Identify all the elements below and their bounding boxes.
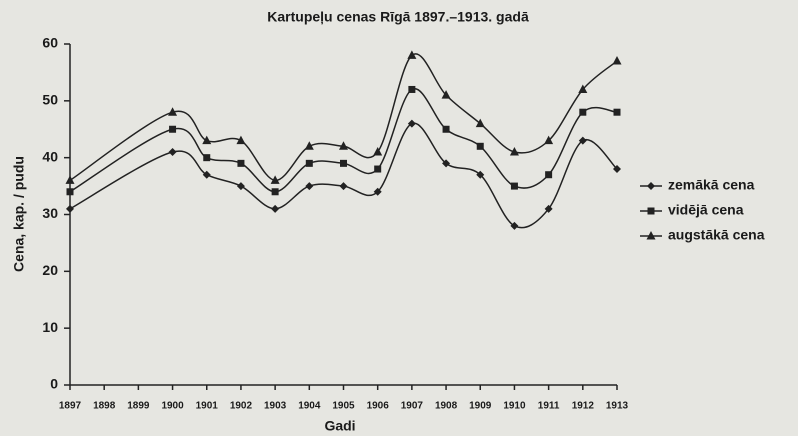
x-tick-label: 1901 [196, 401, 219, 412]
data-point [66, 188, 74, 196]
x-tick-label: 1906 [367, 401, 390, 412]
x-axis-label: Gadi [324, 418, 355, 434]
data-point [578, 84, 588, 93]
x-tick-label: 1913 [606, 401, 629, 412]
data-point [578, 136, 587, 145]
y-tick-label: 30 [42, 205, 58, 221]
data-point [510, 221, 519, 230]
data-point [304, 141, 314, 150]
x-tick-label: 1902 [230, 401, 253, 412]
data-point [407, 119, 416, 128]
data-point [270, 175, 280, 184]
data-point [237, 159, 245, 167]
data-point [509, 146, 519, 156]
data-point [339, 141, 348, 150]
data-point [202, 170, 211, 179]
data-point [613, 108, 621, 116]
x-tick-label: 1909 [469, 401, 492, 412]
x-tick-label: 1903 [264, 401, 287, 412]
data-point [373, 187, 382, 196]
x-tick-label: 1898 [93, 401, 116, 412]
data-point [203, 154, 211, 162]
data-point [544, 204, 553, 213]
x-tick-label: 1907 [401, 401, 424, 412]
y-axis-label: Cena, kap. / pudu [11, 156, 27, 272]
x-tick-label: 1900 [161, 401, 184, 412]
x-tick-label: 1897 [59, 401, 82, 412]
x-tick-label: 1899 [127, 401, 150, 412]
legend-marker [647, 182, 655, 190]
data-point [271, 188, 279, 196]
data-point [579, 108, 587, 116]
y-tick-label: 50 [42, 92, 58, 108]
data-point [510, 182, 518, 190]
legend-marker [646, 231, 656, 240]
data-point [236, 135, 246, 145]
x-tick-label: 1910 [503, 401, 526, 412]
y-tick-label: 40 [42, 148, 58, 164]
data-point [305, 182, 314, 191]
data-point [340, 159, 347, 167]
data-point [442, 125, 450, 133]
data-point [66, 204, 74, 213]
data-point [168, 107, 178, 116]
x-tick-label: 1911 [538, 401, 560, 412]
legend-label: vidējā cena [668, 202, 744, 218]
data-point [544, 135, 554, 145]
data-point [339, 182, 348, 191]
x-tick-label: 1904 [298, 401, 321, 412]
y-tick-label: 60 [42, 35, 58, 51]
data-point [476, 142, 484, 150]
chart-title: Kartupeļu cenas Rīgā 1897.–1913. gadā [267, 9, 529, 25]
data-point [613, 165, 621, 174]
data-point [441, 90, 451, 99]
x-tick-label: 1908 [435, 401, 458, 412]
data-point [612, 56, 622, 65]
x-tick-label: 1905 [332, 401, 355, 412]
data-point [407, 50, 417, 59]
legend-marker [647, 207, 655, 215]
data-point [476, 170, 485, 179]
x-tick-label: 1912 [572, 401, 595, 412]
legend-label: augstākā cena [668, 227, 765, 243]
data-point [305, 159, 313, 167]
legend-label: zemākā cena [668, 177, 755, 193]
y-tick-label: 0 [50, 376, 58, 392]
data-point [545, 171, 553, 179]
data-point [236, 182, 245, 191]
data-point [475, 118, 485, 128]
data-point [271, 204, 280, 213]
data-point [374, 165, 382, 173]
y-tick-label: 10 [42, 319, 58, 335]
data-point [65, 175, 75, 184]
y-tick-label: 20 [42, 262, 58, 278]
data-point [408, 85, 416, 93]
data-point [202, 135, 212, 145]
data-point [442, 159, 451, 168]
data-point [373, 146, 383, 156]
data-point [168, 147, 177, 156]
data-point [169, 125, 177, 133]
